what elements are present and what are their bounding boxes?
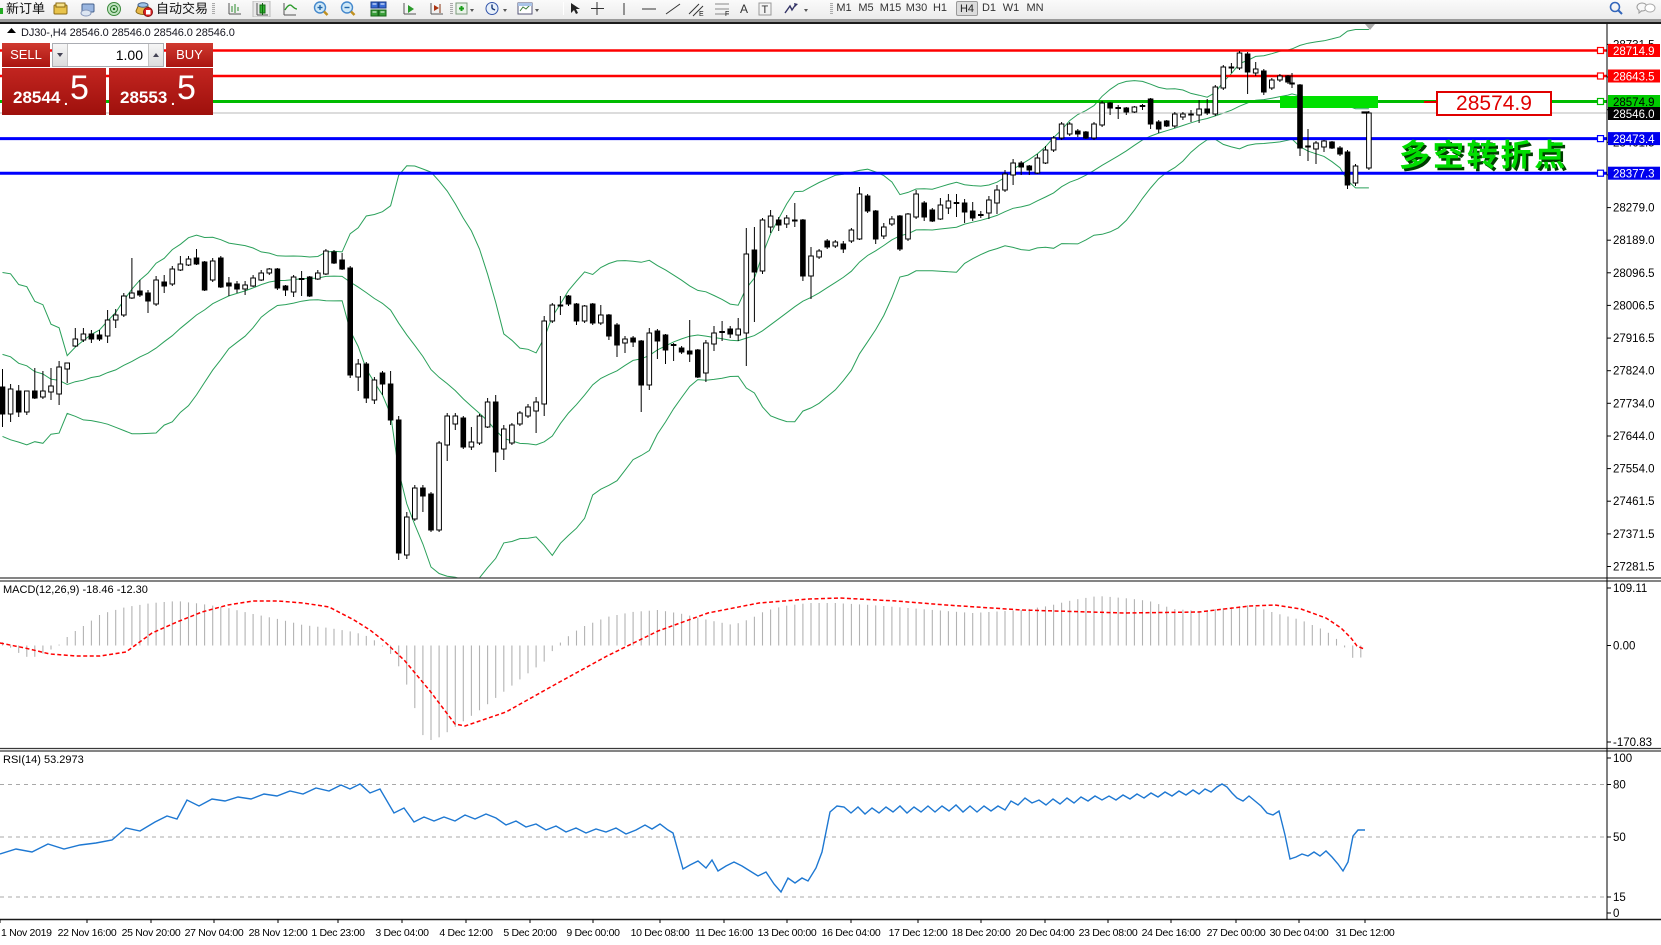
svg-text:27644.0: 27644.0	[1613, 431, 1655, 443]
svg-text:28 Nov 12:00: 28 Nov 12:00	[249, 927, 308, 939]
svg-text:28643.5: 28643.5	[1613, 71, 1655, 83]
svg-text:RSI(14) 53.2973: RSI(14) 53.2973	[3, 754, 84, 766]
svg-text:1 Dec 23:00: 1 Dec 23:00	[311, 927, 365, 939]
svg-text:28377.3: 28377.3	[1613, 169, 1655, 181]
svg-text:3 Dec 04:00: 3 Dec 04:00	[375, 927, 429, 939]
svg-text:17 Dec 12:00: 17 Dec 12:00	[889, 927, 948, 939]
svg-text:28546.0: 28546.0	[1613, 109, 1655, 121]
svg-text:13 Dec 00:00: 13 Dec 00:00	[758, 927, 817, 939]
svg-text:27371.5: 27371.5	[1613, 529, 1655, 541]
svg-text:MACD(12,26,9) -18.46 -12.30: MACD(12,26,9) -18.46 -12.30	[3, 584, 148, 596]
svg-text:28096.5: 28096.5	[1613, 268, 1655, 280]
svg-text:28279.0: 28279.0	[1613, 203, 1655, 215]
svg-text:31 Dec 12:00: 31 Dec 12:00	[1336, 927, 1395, 939]
svg-text:30 Dec 04:00: 30 Dec 04:00	[1270, 927, 1329, 939]
svg-text:10 Dec 08:00: 10 Dec 08:00	[631, 927, 690, 939]
svg-text:0.00: 0.00	[1613, 641, 1635, 653]
svg-text:27 Nov 04:00: 27 Nov 04:00	[185, 927, 244, 939]
svg-text:28574.9: 28574.9	[1456, 92, 1532, 115]
svg-text:25 Nov 20:00: 25 Nov 20:00	[122, 927, 181, 939]
svg-text:-170.83: -170.83	[1613, 737, 1652, 749]
svg-text:28473.4: 28473.4	[1613, 134, 1655, 146]
svg-text:1 Nov 2019: 1 Nov 2019	[1, 927, 52, 939]
svg-text:109.11: 109.11	[1613, 583, 1647, 595]
svg-text:23 Dec 08:00: 23 Dec 08:00	[1079, 927, 1138, 939]
svg-text:DJ30-,H4 28546.0 28546.0 2854: DJ30-,H4 28546.0 28546.0 28546.0 28546.0	[21, 27, 235, 39]
svg-text:27461.5: 27461.5	[1613, 496, 1655, 508]
svg-text:100: 100	[1613, 753, 1632, 765]
svg-text:16 Dec 04:00: 16 Dec 04:00	[822, 927, 881, 939]
svg-text:11 Dec 16:00: 11 Dec 16:00	[695, 927, 754, 939]
svg-text:27734.0: 27734.0	[1613, 398, 1655, 410]
svg-text:28574.9: 28574.9	[1613, 97, 1655, 109]
svg-text:4 Dec 12:00: 4 Dec 12:00	[439, 927, 493, 939]
svg-text:5 Dec 20:00: 5 Dec 20:00	[503, 927, 557, 939]
svg-text:50: 50	[1613, 832, 1626, 844]
svg-text:F: F	[725, 11, 729, 17]
svg-text:27824.0: 27824.0	[1613, 366, 1655, 378]
svg-text:9 Dec 00:00: 9 Dec 00:00	[566, 927, 620, 939]
svg-text:0: 0	[1613, 908, 1619, 920]
svg-text:24 Dec 16:00: 24 Dec 16:00	[1142, 927, 1201, 939]
svg-text:T: T	[762, 4, 769, 16]
svg-text:27916.5: 27916.5	[1613, 333, 1655, 345]
svg-text:28006.5: 28006.5	[1613, 300, 1655, 312]
svg-text:15: 15	[1613, 892, 1626, 904]
svg-text:80: 80	[1613, 780, 1626, 792]
svg-text:28714.9: 28714.9	[1613, 46, 1655, 58]
svg-text:A: A	[740, 2, 748, 16]
svg-text:27281.5: 27281.5	[1613, 562, 1655, 574]
svg-text:27554.0: 27554.0	[1613, 464, 1655, 476]
svg-text:27 Dec 00:00: 27 Dec 00:00	[1207, 927, 1266, 939]
svg-text:22 Nov 16:00: 22 Nov 16:00	[58, 927, 117, 939]
svg-text:E: E	[699, 11, 704, 17]
svg-text:28189.0: 28189.0	[1613, 235, 1655, 247]
svg-text:18 Dec 20:00: 18 Dec 20:00	[952, 927, 1011, 939]
svg-text:20 Dec 04:00: 20 Dec 04:00	[1016, 927, 1075, 939]
